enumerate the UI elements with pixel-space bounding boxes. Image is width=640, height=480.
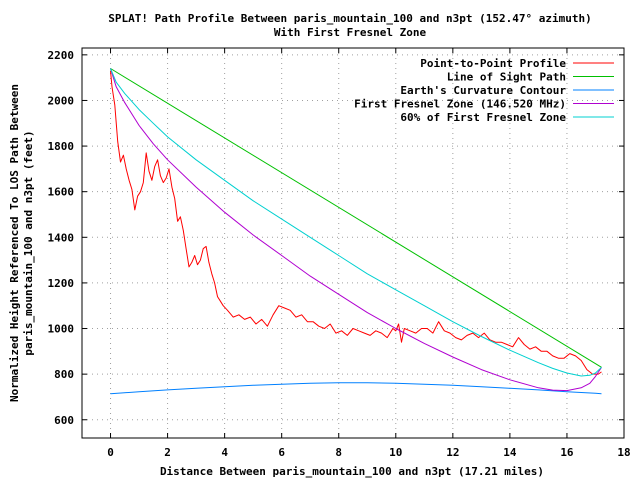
grid: [82, 48, 625, 438]
y-axis-title-line-1: Normalized Height Referenced To LOS Path…: [8, 84, 21, 402]
y-tick-label: 2000: [48, 94, 75, 107]
y-tick-label: 1800: [48, 140, 75, 153]
x-tick-label: 16: [560, 446, 574, 459]
series-line-2: [110, 382, 602, 395]
plot-frame: [81, 47, 625, 439]
series-lines: [110, 68, 602, 395]
y-tick-label: 1200: [48, 277, 75, 290]
legend-label: Line of Sight Path: [447, 71, 566, 84]
legend-label: First Fresnel Zone (146.520 MHz): [354, 98, 566, 111]
y-tick-label: 800: [54, 368, 74, 381]
chart-title-line-2: With First Fresnel Zone: [274, 26, 427, 39]
x-tick-label: 0: [107, 446, 114, 459]
x-tick-label: 2: [164, 446, 171, 459]
y-tick-label: 1000: [48, 323, 75, 336]
x-tick-label: 8: [335, 446, 342, 459]
axis-ticks: [82, 48, 625, 438]
x-tick-label: 18: [617, 446, 630, 459]
x-tick-label: 10: [389, 446, 402, 459]
series-line-3: [110, 68, 602, 392]
series-line-0: [110, 70, 602, 375]
y-tick-label: 600: [54, 414, 74, 427]
legend-label: Earth's Curvature Contour: [400, 84, 566, 97]
legend-label: Point-to-Point Profile: [420, 57, 566, 70]
x-axis-title: Distance Between paris_mountain_100 and …: [160, 465, 544, 478]
y-tick-label: 1400: [48, 231, 75, 244]
tick-labels: 0 2 4 6 8 10 12 14 16 18 600 800 1000 1200 1400 1600 180…: [48, 49, 631, 459]
y-axis-title-line-2: paris_mountain_100 and n3pt (feet): [22, 130, 35, 355]
x-tick-label: 14: [503, 446, 517, 459]
y-tick-label: 2200: [48, 49, 75, 62]
x-tick-label: 4: [221, 446, 228, 459]
series-line-4: [110, 68, 602, 377]
y-tick-label: 1600: [48, 186, 75, 199]
series-line-1: [110, 68, 602, 368]
x-tick-label: 12: [446, 446, 459, 459]
chart-title-line-1: SPLAT! Path Profile Between paris_mounta…: [108, 12, 591, 25]
x-tick-label: 6: [278, 446, 285, 459]
legend-label: 60% of First Fresnel Zone: [400, 111, 566, 124]
